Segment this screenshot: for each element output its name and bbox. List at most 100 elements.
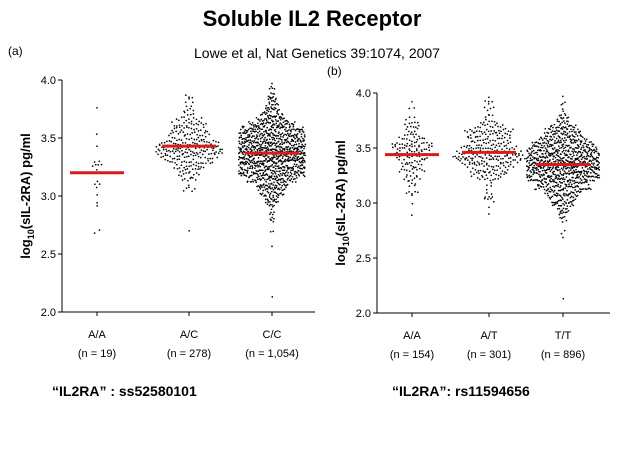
data-point [195,161,198,164]
data-point [490,155,492,157]
data-point [404,163,407,165]
data-point [183,110,185,113]
data-point [477,126,479,128]
data-point [286,137,289,139]
data-point [567,202,570,205]
data-point [560,116,562,119]
data-point [408,122,411,125]
data-point [484,100,487,102]
data-point [553,136,556,138]
data-point [490,144,493,147]
data-point [502,141,505,143]
data-point [568,144,570,147]
data-point [202,162,204,165]
data-point [182,152,185,155]
data-point [266,146,269,148]
data-point [252,171,255,174]
data-point [195,172,198,174]
data-point [583,155,585,158]
data-point [561,221,564,223]
data-point [265,122,267,125]
data-point [190,120,193,123]
data-point [552,126,554,129]
data-point [562,139,565,142]
data-point [257,189,260,192]
data-point [246,129,249,132]
data-point [192,109,195,112]
data-point [408,144,411,147]
data-point [430,142,433,145]
data-point [274,130,277,133]
data-point [256,164,259,166]
data-point [263,147,266,149]
data-point [561,188,564,191]
data-point [209,157,212,160]
data-point [280,178,283,180]
data-point [569,196,572,199]
data-point [248,154,251,157]
data-point [550,136,553,138]
data-point [572,204,575,207]
data-point [578,171,581,174]
data-point [544,192,546,195]
data-point [286,132,289,135]
data-point [569,200,572,203]
data-point [262,135,265,137]
data-point [584,150,586,152]
data-point [561,174,563,176]
data-point [260,160,262,163]
data-point [268,168,270,170]
data-point [580,154,583,157]
data-point [575,191,578,193]
data-point [566,199,569,201]
data-point [469,134,472,136]
data-point [557,204,560,207]
data-point [283,117,285,120]
data-point [484,171,487,173]
data-point [169,155,172,158]
data-point [174,161,176,164]
data-point [173,157,176,160]
data-point [546,150,549,152]
data-point [270,119,273,122]
data-point [251,167,254,170]
data-point [265,184,267,187]
y-axis-label-log: log [18,239,33,259]
data-point [300,141,302,143]
data-point [253,160,256,163]
data-point [168,149,170,152]
data-point [556,152,559,154]
data-point [468,155,470,158]
data-point [403,144,406,147]
data-point [413,150,416,153]
data-point [303,171,305,174]
data-point [244,174,247,177]
data-point [543,188,546,191]
data-point [570,169,572,171]
data-point [543,132,546,134]
data-point [564,187,567,190]
data-point [423,142,425,144]
data-point [478,163,481,166]
data-point [568,167,571,169]
data-point [265,147,268,150]
data-point [470,146,473,149]
data-point [481,176,484,178]
data-point [572,135,575,138]
data-point [240,136,243,139]
data-point [269,135,271,137]
data-point [198,140,201,143]
data-point [286,122,288,125]
data-point [247,146,250,149]
data-point [412,126,415,128]
data-point [270,100,273,102]
data-point [416,160,418,163]
data-point [540,146,542,149]
data-point [550,168,553,171]
data-point [261,136,263,139]
data-point [556,120,559,122]
data-point [548,176,551,179]
data-point [532,149,535,152]
data-point [570,185,573,188]
data-point [573,160,575,162]
